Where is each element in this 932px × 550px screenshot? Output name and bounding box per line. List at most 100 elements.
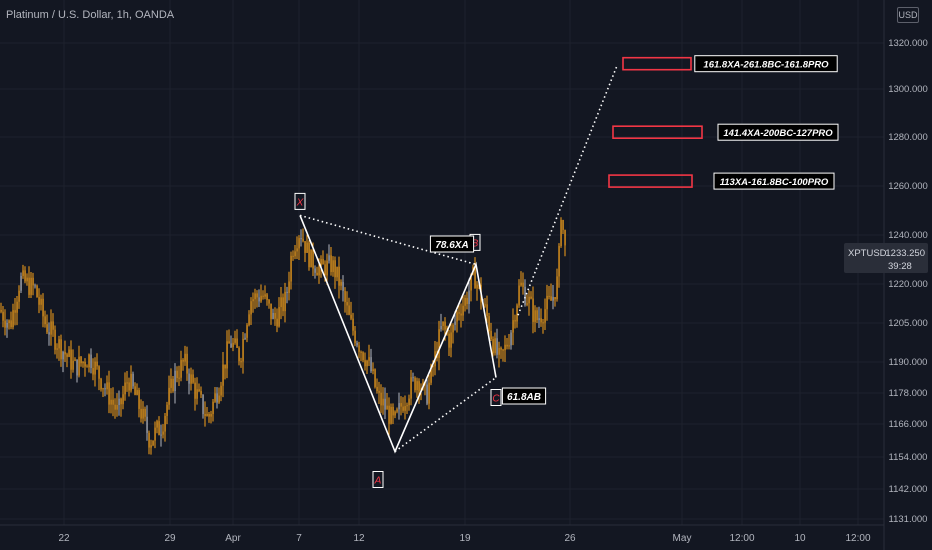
price-tag-countdown: 39:28 (888, 261, 912, 272)
target-zone-box (622, 56, 692, 71)
candle-body (0, 310, 2, 312)
price-tag-price: 1233.250 (885, 248, 925, 259)
candle-body (536, 310, 538, 321)
candle-body (322, 258, 324, 265)
candle-body (516, 305, 518, 322)
candle-body (450, 332, 452, 348)
candle-body (56, 348, 58, 350)
projection-dotted-line (517, 65, 618, 316)
candle-body (546, 295, 548, 310)
candle-body (286, 291, 288, 293)
candle-body (168, 387, 170, 405)
candle-body (348, 305, 350, 315)
candle-body (494, 338, 496, 354)
candle-body (108, 382, 110, 405)
candle-body (288, 281, 290, 293)
candle-body (4, 320, 6, 328)
candle-body (504, 344, 506, 351)
candle-body (330, 255, 332, 272)
candle-body (484, 304, 486, 306)
candle-body (514, 320, 516, 322)
candle-body (530, 296, 532, 299)
time-tick-label: 22 (58, 533, 70, 544)
candle-body (562, 219, 564, 230)
candle-body (476, 284, 478, 289)
candle-body (372, 369, 374, 372)
candle-body (244, 337, 246, 339)
candle-body (122, 394, 124, 405)
candle-body (284, 291, 286, 312)
candle-body (506, 344, 508, 347)
time-tick-label: 29 (164, 533, 176, 544)
candle-body (410, 377, 412, 399)
candle-body (134, 386, 136, 395)
candle-body (140, 408, 142, 419)
candle-body (6, 323, 8, 328)
candle-body (486, 304, 488, 317)
candle-body (114, 404, 116, 410)
candle-body (26, 277, 28, 282)
candle-body (488, 316, 490, 331)
candle-body (208, 414, 210, 417)
xb-dotted-line (299, 214, 477, 266)
candle-body (148, 432, 150, 448)
price-tick-label: 1131.000 (889, 514, 928, 525)
candle-body (294, 251, 296, 257)
candle-body (260, 295, 262, 302)
candle-body (112, 399, 114, 405)
candle-body (170, 378, 172, 388)
candle-body (320, 258, 322, 267)
candle-body (396, 409, 398, 412)
candle-body (184, 353, 186, 362)
candle-body (12, 310, 14, 328)
candle-body (292, 255, 294, 257)
chart-title: Platinum / U.S. Dollar, 1h, OANDA (6, 9, 175, 21)
candle-body (316, 272, 318, 276)
candle-body (534, 310, 536, 322)
candle-body (40, 298, 42, 305)
candle-body (490, 330, 492, 340)
candle-body (92, 367, 94, 375)
candle-body (432, 365, 434, 367)
time-tick-label: 12:00 (845, 533, 870, 544)
candle-body (296, 248, 298, 252)
candle-body (356, 342, 358, 346)
candle-body (512, 320, 514, 333)
price-tick-label: 1142.000 (889, 484, 928, 495)
point-box (294, 192, 306, 210)
candle-body (314, 268, 316, 273)
candle-body (116, 404, 118, 410)
candle-body (406, 405, 408, 407)
candle-body (230, 343, 232, 348)
pattern-leg (299, 215, 497, 454)
candle-body (528, 296, 530, 304)
candle-body (252, 299, 254, 302)
target-zone-box (608, 174, 693, 188)
candle-body (106, 382, 108, 390)
candle-body (118, 398, 120, 405)
candle-body (210, 413, 212, 417)
candle-body (68, 349, 70, 357)
candle-body (22, 270, 24, 276)
candle-body (220, 385, 222, 396)
candle-body (374, 369, 376, 387)
candle-body (312, 249, 314, 269)
candle-body (250, 301, 252, 315)
candle-body (498, 347, 500, 355)
candle-body (188, 373, 190, 384)
candle-body (212, 401, 214, 414)
candle-body (100, 378, 102, 390)
candle-body (62, 351, 64, 360)
candle-body (302, 238, 304, 242)
candle-body (266, 294, 268, 300)
currency-button[interactable]: USD (897, 7, 919, 23)
candle-body (80, 356, 82, 364)
candle-body (462, 305, 464, 316)
candle-body (468, 290, 470, 305)
candle-body (150, 445, 152, 448)
candle-body (394, 411, 396, 416)
price-axis: 1131.000 1142.000 1154.000 1166.000 1178.000… (883, 0, 928, 550)
point-box (490, 389, 502, 406)
time-tick-label: 26 (564, 533, 576, 544)
